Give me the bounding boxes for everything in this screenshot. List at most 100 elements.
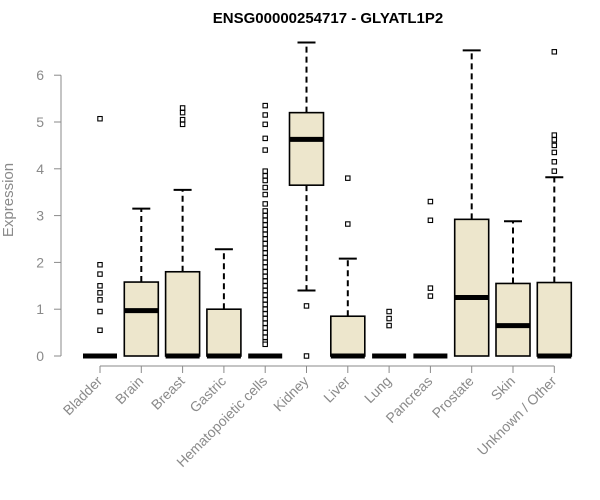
y-tick-label: 6 [36,67,44,83]
box-iqr [288,111,325,186]
outlier-point [262,201,268,207]
outlier-point [262,278,268,284]
outlier-point [97,297,103,303]
outlier-point [262,292,268,298]
x-tick-label: Lung [361,373,394,406]
outlier-point [262,250,268,256]
outlier-point [386,315,392,322]
y-axis: 0 1 2 3 4 5 6 [36,67,62,364]
outlier-point [262,147,268,153]
box-group [536,49,573,359]
outlier-point [262,297,268,303]
outlier-point [179,116,186,123]
outlier-point [262,212,268,219]
chart-title: ENSG00000254717 - GLYATL1P2 [213,10,443,27]
outlier-point [551,168,558,174]
outlier-point [551,159,558,165]
outlier-point [262,259,268,266]
box-group [413,198,448,359]
x-tick-label: Kidney [270,373,312,415]
outlier-point [179,121,186,128]
outlier-point [386,308,392,315]
outlier-point [179,109,186,116]
outlier-point [303,303,310,309]
outlier-point [427,198,434,205]
x-tick-label: Liver [320,373,353,406]
outlier-point [97,271,103,277]
plot-area [83,41,573,359]
outlier-point [551,137,558,143]
box-group [83,115,117,359]
outlier-point [97,283,103,289]
outlier-point [345,221,351,227]
outlier-point [97,308,103,315]
outlier-point [262,226,268,233]
box-group [329,175,366,359]
box-iqr [206,308,242,357]
outlier-point [97,261,103,268]
y-tick-label: 0 [36,348,44,364]
box-iqr [495,282,531,357]
outlier-point [262,135,268,142]
outlier-point [551,142,558,149]
outlier-point [262,177,268,184]
x-tick-label: Skin [488,373,519,404]
outlier-point [179,105,186,111]
outlier-point [262,168,268,174]
outlier-point [551,49,558,55]
outlier-point [262,102,268,109]
outlier-point [262,325,268,331]
y-tick-label: 1 [36,301,44,317]
box-group [248,102,283,359]
outlier-point [427,217,434,224]
outlier-point [262,287,268,294]
y-axis-label: Expression [0,163,17,237]
box-iqr [453,218,490,357]
box-group [495,220,531,357]
box-iqr [536,281,573,357]
outlier-point [303,353,310,359]
outlier-point [427,293,434,299]
outlier-point [551,149,558,156]
outlier-point [262,173,268,179]
x-tick-label: Bladder [60,373,106,419]
outlier-point [262,217,268,224]
outlier-point [262,264,268,270]
y-tick-label: 2 [36,254,44,270]
box-group [164,105,201,359]
x-tick-label: Brain [112,373,146,407]
box-group [123,207,160,357]
box-iqr [123,281,160,357]
outlier-point [262,191,268,198]
box-iqr [164,270,201,357]
box-iqr [329,315,366,357]
y-tick-label: 3 [36,208,44,224]
outlier-point [262,283,268,289]
outlier-point [262,208,268,214]
outlier-point [262,231,268,238]
outlier-point [262,329,268,336]
outlier-point [427,285,434,291]
outlier-point [97,290,103,296]
box-group [453,49,490,357]
outlier-point [262,320,268,326]
box-group [206,248,242,359]
y-tick-label: 4 [36,161,44,177]
outlier-point [551,132,558,138]
outlier-point [262,121,268,128]
outlier-point [262,112,268,118]
outlier-point [262,240,268,247]
box-group [372,308,407,359]
outlier-point [262,315,268,322]
outlier-point [386,322,392,329]
x-tick-label: Prostate [429,373,477,421]
outlier-point [262,301,268,308]
outlier-point [345,175,351,181]
outlier-point [262,222,268,228]
outlier-point [97,115,103,122]
outlier-point [262,184,268,191]
outlier-point [262,334,268,341]
outlier-point [262,236,268,242]
